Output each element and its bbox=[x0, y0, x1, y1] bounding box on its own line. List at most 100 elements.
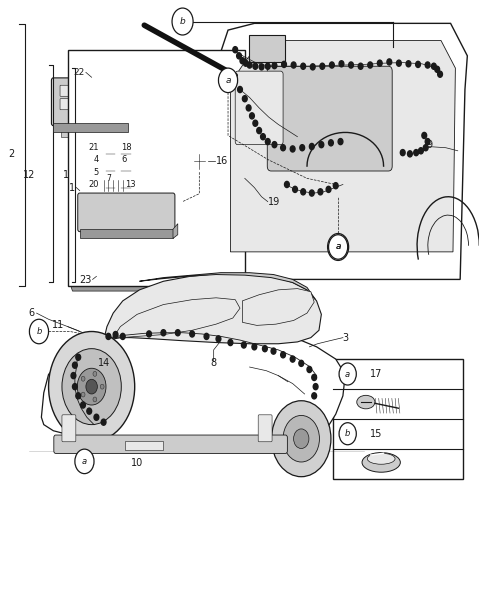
FancyBboxPatch shape bbox=[113, 131, 120, 137]
FancyBboxPatch shape bbox=[60, 85, 77, 96]
Circle shape bbox=[72, 362, 77, 368]
Polygon shape bbox=[53, 123, 128, 132]
Circle shape bbox=[290, 146, 295, 152]
Circle shape bbox=[290, 356, 295, 362]
FancyBboxPatch shape bbox=[103, 133, 118, 150]
FancyBboxPatch shape bbox=[119, 168, 134, 184]
Circle shape bbox=[100, 384, 104, 389]
Text: 20: 20 bbox=[88, 180, 99, 189]
Circle shape bbox=[312, 375, 317, 381]
Text: 1: 1 bbox=[69, 182, 75, 193]
Circle shape bbox=[272, 63, 277, 69]
Text: 1: 1 bbox=[62, 170, 69, 181]
Circle shape bbox=[327, 233, 348, 260]
Circle shape bbox=[419, 148, 423, 154]
Circle shape bbox=[242, 96, 247, 102]
Text: 14: 14 bbox=[97, 359, 110, 368]
FancyBboxPatch shape bbox=[60, 131, 68, 137]
Circle shape bbox=[259, 64, 264, 70]
Circle shape bbox=[106, 333, 111, 340]
Circle shape bbox=[147, 331, 152, 337]
Circle shape bbox=[240, 58, 245, 64]
FancyBboxPatch shape bbox=[258, 415, 272, 442]
Text: b: b bbox=[180, 17, 185, 26]
Circle shape bbox=[271, 348, 276, 354]
Polygon shape bbox=[80, 229, 173, 238]
Circle shape bbox=[396, 60, 401, 66]
Text: 22: 22 bbox=[73, 68, 84, 77]
Circle shape bbox=[423, 145, 428, 151]
Circle shape bbox=[172, 8, 193, 35]
FancyBboxPatch shape bbox=[103, 168, 118, 184]
Circle shape bbox=[333, 182, 338, 188]
Circle shape bbox=[281, 145, 286, 151]
Circle shape bbox=[435, 66, 440, 72]
Circle shape bbox=[263, 346, 267, 352]
Circle shape bbox=[300, 145, 305, 151]
Circle shape bbox=[75, 449, 94, 473]
Text: 6: 6 bbox=[121, 155, 127, 165]
Text: a: a bbox=[82, 457, 87, 466]
Polygon shape bbox=[41, 330, 345, 449]
Circle shape bbox=[326, 186, 331, 192]
Text: 9: 9 bbox=[426, 139, 432, 150]
Ellipse shape bbox=[367, 453, 395, 464]
Circle shape bbox=[319, 142, 324, 148]
Text: 10: 10 bbox=[131, 457, 143, 468]
FancyBboxPatch shape bbox=[99, 263, 108, 279]
Circle shape bbox=[414, 150, 419, 156]
Text: b: b bbox=[345, 429, 350, 438]
Circle shape bbox=[252, 344, 257, 350]
Circle shape bbox=[377, 60, 382, 66]
Text: 11: 11 bbox=[52, 321, 64, 330]
FancyBboxPatch shape bbox=[110, 263, 120, 279]
FancyBboxPatch shape bbox=[125, 441, 163, 449]
Text: a: a bbox=[336, 243, 341, 252]
Text: 5: 5 bbox=[94, 168, 99, 177]
Circle shape bbox=[48, 332, 135, 442]
Circle shape bbox=[237, 53, 241, 59]
Polygon shape bbox=[173, 223, 178, 238]
Circle shape bbox=[329, 62, 334, 68]
Circle shape bbox=[339, 61, 344, 67]
FancyBboxPatch shape bbox=[333, 359, 463, 478]
Circle shape bbox=[175, 330, 180, 336]
Circle shape bbox=[406, 61, 411, 67]
FancyBboxPatch shape bbox=[68, 50, 245, 286]
Circle shape bbox=[400, 150, 405, 156]
Circle shape bbox=[247, 62, 252, 68]
Circle shape bbox=[101, 419, 106, 426]
Circle shape bbox=[313, 384, 318, 390]
FancyBboxPatch shape bbox=[78, 193, 175, 231]
FancyBboxPatch shape bbox=[69, 258, 153, 286]
Circle shape bbox=[81, 376, 85, 381]
FancyBboxPatch shape bbox=[103, 150, 118, 168]
Circle shape bbox=[261, 134, 265, 140]
Circle shape bbox=[191, 150, 208, 172]
Text: 21: 21 bbox=[88, 143, 99, 152]
Circle shape bbox=[425, 139, 430, 145]
Circle shape bbox=[310, 190, 314, 196]
Circle shape bbox=[272, 142, 277, 148]
Circle shape bbox=[87, 408, 92, 414]
Circle shape bbox=[238, 87, 242, 93]
FancyBboxPatch shape bbox=[267, 66, 392, 171]
Polygon shape bbox=[104, 273, 322, 344]
Circle shape bbox=[228, 340, 233, 346]
FancyBboxPatch shape bbox=[106, 85, 123, 96]
Circle shape bbox=[422, 133, 427, 139]
Polygon shape bbox=[242, 289, 314, 325]
Circle shape bbox=[216, 336, 221, 342]
Circle shape bbox=[438, 71, 443, 77]
Circle shape bbox=[71, 373, 76, 379]
Circle shape bbox=[76, 393, 81, 399]
FancyBboxPatch shape bbox=[83, 99, 100, 110]
Text: 16: 16 bbox=[216, 156, 228, 166]
Text: 8: 8 bbox=[211, 359, 217, 368]
Polygon shape bbox=[70, 284, 155, 291]
Circle shape bbox=[282, 61, 287, 68]
Circle shape bbox=[195, 157, 203, 166]
Circle shape bbox=[387, 59, 392, 65]
Circle shape bbox=[243, 60, 248, 66]
Polygon shape bbox=[230, 41, 456, 252]
